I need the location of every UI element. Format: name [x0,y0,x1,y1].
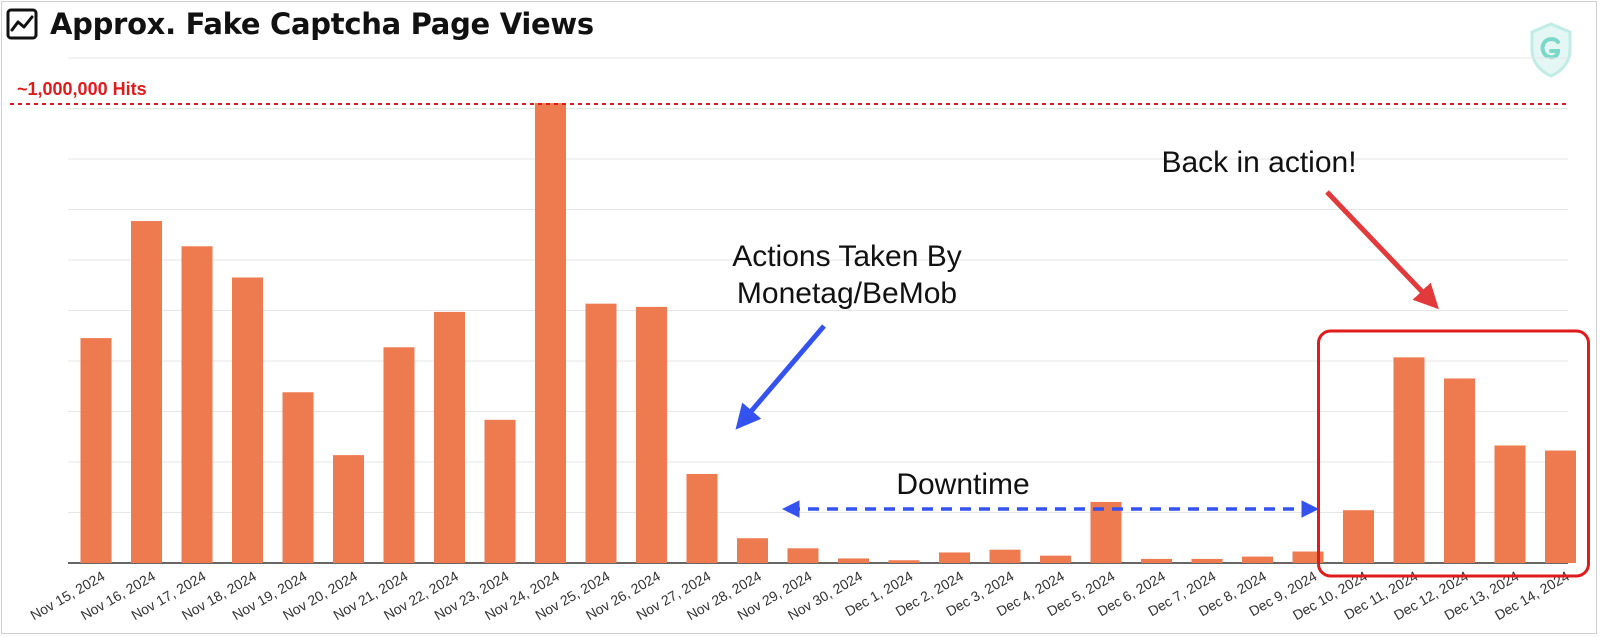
bar [1292,551,1324,563]
bar [1040,555,1071,563]
bar [131,221,162,564]
bar [1393,357,1425,563]
shield-g-logo-icon [1530,22,1572,78]
bar [80,338,112,563]
bar [333,455,364,563]
actions-arrow [735,324,826,430]
bar [989,549,1021,563]
bar [585,303,617,563]
bar [282,392,314,563]
actions-annotation-text: Monetag/BeMob [737,277,957,310]
bar [484,419,516,563]
line-chart-icon [6,8,38,40]
bar [1343,510,1374,563]
reference-line-label: ~1,000,000 Hits [17,79,147,99]
bar [1545,450,1576,563]
bar [181,246,213,564]
bar [888,560,920,563]
bar [686,473,718,563]
back-in-action-arrow [1325,190,1439,310]
bar [383,347,415,563]
bar [787,548,819,563]
chart-title: Approx. Fake Captcha Page Views [50,7,594,41]
bar [838,558,869,563]
bar [737,538,768,563]
bar [535,103,566,563]
bar [1242,556,1273,563]
downtime-label: Downtime [896,468,1029,501]
bar [1191,558,1223,563]
back-in-action-label: Back in action! [1161,146,1356,179]
chart-header: Approx. Fake Captcha Page Views [6,4,594,44]
bar [1444,378,1475,563]
actions-annotation-text: Actions Taken By [732,240,962,273]
bar [1141,558,1172,563]
bar [1090,501,1122,563]
bar [1494,445,1526,563]
highlight-box [1317,329,1590,578]
bar [434,311,465,563]
bar [939,552,970,563]
bar [232,277,263,563]
bar [636,306,667,563]
